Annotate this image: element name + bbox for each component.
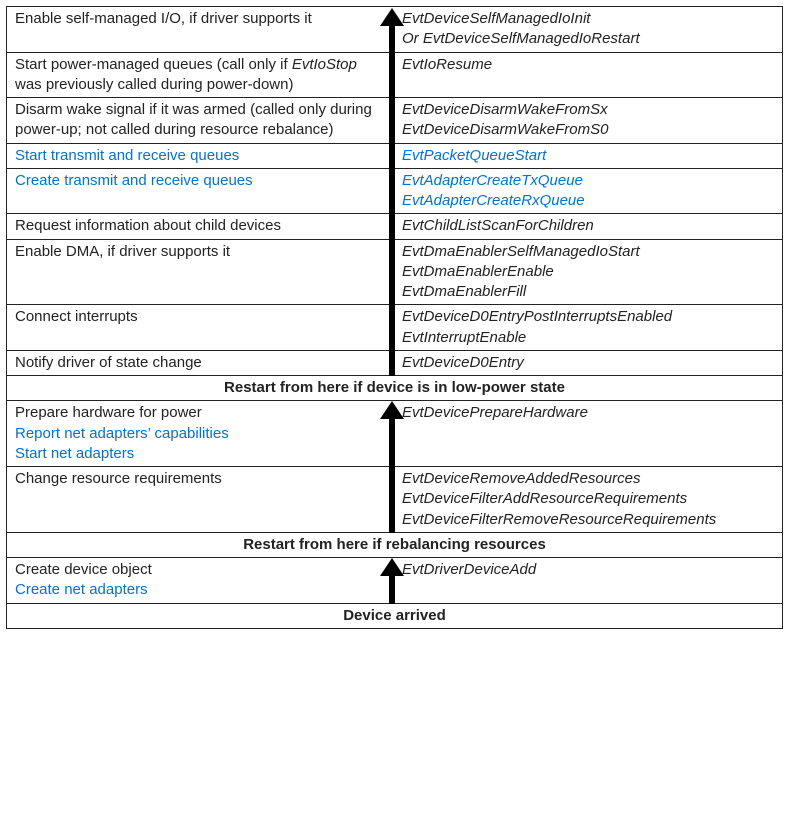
callback-text: EvtDriverDeviceAdd xyxy=(402,560,774,580)
callback-text: EvtIoResume xyxy=(402,55,774,75)
step-description: Start power-managed queues (call only if… xyxy=(7,53,382,98)
callback-names: EvtIoResume xyxy=(382,53,782,98)
callback-names: EvtDeviceSelfManagedIoInitOr EvtDeviceSe… xyxy=(382,7,782,52)
step-text: Start power-managed queues (call only if… xyxy=(15,55,374,96)
callback-text: EvtAdapterCreateTxQueue xyxy=(402,171,774,191)
callback-text: EvtDmaEnablerEnable xyxy=(402,262,774,282)
step-text: Disarm wake signal if it was armed (call… xyxy=(15,100,374,141)
step-description: Notify driver of state change xyxy=(7,351,382,375)
callback-text: EvtDmaEnablerSelfManagedIoStart xyxy=(402,242,774,262)
table-row: Device arrived xyxy=(7,603,782,628)
callback-names: EvtPacketQueueStart xyxy=(382,144,782,168)
callback-text: EvtDmaEnablerFill xyxy=(402,282,774,302)
callback-text: EvtDeviceFilterAddResourceRequirements xyxy=(402,489,774,509)
callback-names: EvtDeviceD0EntryPostInterruptsEnabledEvt… xyxy=(382,305,782,350)
step-description: Start transmit and receive queues xyxy=(7,144,382,168)
callback-text: EvtDevicePrepareHardware xyxy=(402,403,774,423)
step-text: Notify driver of state change xyxy=(15,353,374,373)
step-description: Request information about child devices xyxy=(7,214,382,238)
step-text: Create device object xyxy=(15,560,374,580)
callback-names: EvtDriverDeviceAdd xyxy=(382,558,782,603)
callback-sequence-table: Enable self-managed I/O, if driver suppo… xyxy=(6,6,783,629)
callback-text: EvtDeviceD0Entry xyxy=(402,353,774,373)
callback-text: EvtPacketQueueStart xyxy=(402,146,774,166)
step-text: Change resource requirements xyxy=(15,469,374,489)
callback-text: EvtAdapterCreateRxQueue xyxy=(402,191,774,211)
step-text: Prepare hardware for power xyxy=(15,403,374,423)
section-header: Restart from here if rebalancing resourc… xyxy=(7,533,782,557)
step-text: Create transmit and receive queues xyxy=(15,171,374,191)
step-description: Create transmit and receive queues xyxy=(7,169,382,214)
callback-text: Or EvtDeviceSelfManagedIoRestart xyxy=(402,29,774,49)
step-text: Report net adapters’ capabilities xyxy=(15,424,374,444)
step-text: Request information about child devices xyxy=(15,216,374,236)
callback-names: EvtDeviceD0Entry xyxy=(382,351,782,375)
step-description: Change resource requirements xyxy=(7,467,382,532)
step-description: Connect interrupts xyxy=(7,305,382,350)
callback-text: EvtDeviceDisarmWakeFromS0 xyxy=(402,120,774,140)
callback-text: EvtDeviceSelfManagedIoInit xyxy=(402,9,774,29)
step-text: Start net adapters xyxy=(15,444,374,464)
step-text: Enable self-managed I/O, if driver suppo… xyxy=(15,9,374,29)
callback-names: EvtDmaEnablerSelfManagedIoStartEvtDmaEna… xyxy=(382,240,782,305)
callback-names: EvtDeviceDisarmWakeFromSxEvtDeviceDisarm… xyxy=(382,98,782,143)
callback-text: EvtDeviceFilterRemoveResourceRequirement… xyxy=(402,510,774,530)
callback-text: EvtDeviceRemoveAddedResources xyxy=(402,469,774,489)
flow-arrow xyxy=(389,413,395,533)
table-row: Restart from here if device is in low-po… xyxy=(7,375,782,400)
step-description: Prepare hardware for powerReport net ada… xyxy=(7,401,382,466)
section-header: Restart from here if device is in low-po… xyxy=(7,376,782,400)
step-text: Create net adapters xyxy=(15,580,374,600)
step-description: Disarm wake signal if it was armed (call… xyxy=(7,98,382,143)
step-text: Start transmit and receive queues xyxy=(15,146,374,166)
callback-text: EvtChildListScanForChildren xyxy=(402,216,774,236)
step-description: Create device objectCreate net adapters xyxy=(7,558,382,603)
step-text: Connect interrupts xyxy=(15,307,374,327)
step-description: Enable DMA, if driver supports it xyxy=(7,240,382,305)
callback-text: EvtInterruptEnable xyxy=(402,328,774,348)
section-header: Device arrived xyxy=(7,604,782,628)
callback-names: EvtAdapterCreateTxQueueEvtAdapterCreateR… xyxy=(382,169,782,214)
step-text: Enable DMA, if driver supports it xyxy=(15,242,374,262)
flow-arrow xyxy=(389,20,395,376)
step-description: Enable self-managed I/O, if driver suppo… xyxy=(7,7,382,52)
table-row: Restart from here if rebalancing resourc… xyxy=(7,532,782,557)
callback-text: EvtDeviceDisarmWakeFromSx xyxy=(402,100,774,120)
callback-names: EvtDevicePrepareHardware xyxy=(382,401,782,466)
callback-text: EvtDeviceD0EntryPostInterruptsEnabled xyxy=(402,307,774,327)
callback-names: EvtDeviceRemoveAddedResourcesEvtDeviceFi… xyxy=(382,467,782,532)
callback-names: EvtChildListScanForChildren xyxy=(382,214,782,238)
flow-arrow xyxy=(389,570,395,604)
